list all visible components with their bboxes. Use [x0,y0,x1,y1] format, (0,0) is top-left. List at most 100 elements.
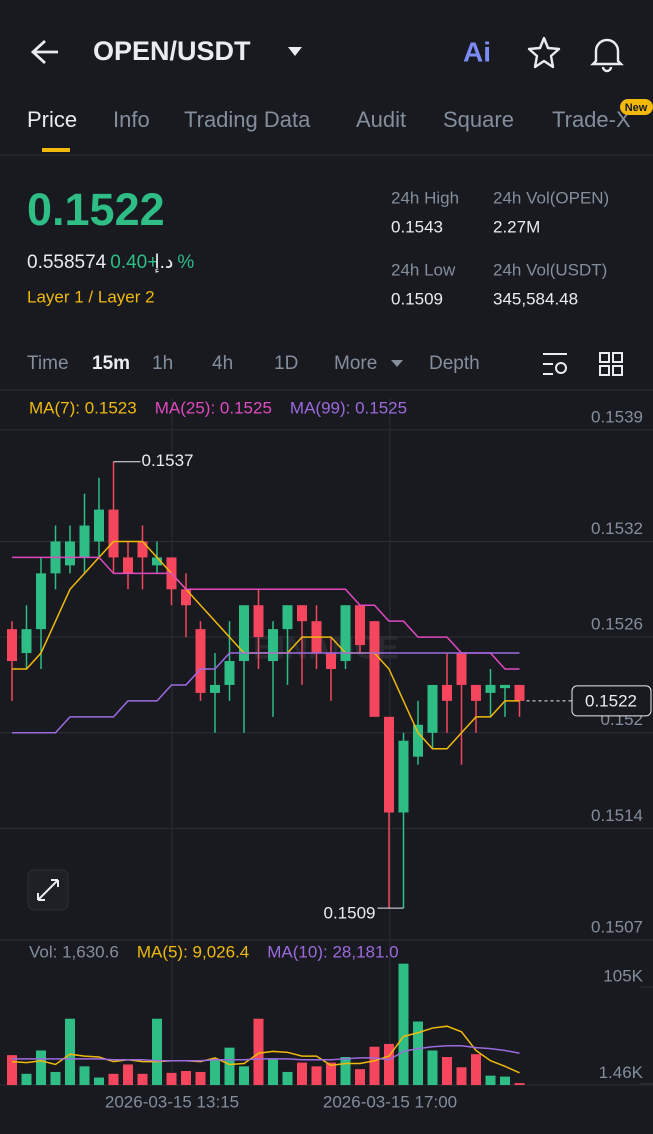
back-button[interactable] [30,39,58,65]
candle-body [282,605,293,630]
volume-bar [311,1066,322,1085]
volume-ma-legend: MA(5): 9,026.4 [137,942,249,961]
candle-body [413,724,423,757]
tab[interactable]: Trading Data [184,107,311,132]
volume-bar [123,1064,133,1085]
candle-body [427,684,438,733]
volume-bar [268,1058,278,1085]
candle-body [210,684,220,693]
volume-ma-legend: MA(10): 28,181.0 [267,942,398,961]
candle-body [297,605,307,622]
candle-body [224,661,235,685]
stat-value: 0.1543 [391,217,443,236]
ma-legend: MA(99): 0.1525 [290,398,407,417]
volume-bar [500,1076,510,1085]
interval[interactable]: 1D [274,353,298,374]
favorite-button[interactable] [527,36,561,69]
volume-bar [514,1083,525,1085]
low-label: 0.1509 [324,904,376,923]
volume-bar [369,1046,380,1085]
tab[interactable]: Trade-X [552,107,631,132]
volume-bar [355,1069,365,1085]
tab[interactable]: Square [443,107,514,132]
volume-bar [471,1054,481,1085]
candle-body [108,509,119,558]
candle-body [94,509,104,542]
candle-body [442,684,452,701]
fiat-price: 0.558574د.إ+0.40% [27,252,194,274]
interval[interactable]: 4h [212,353,233,374]
candle-body [79,525,90,558]
last-price-label: 0.1522 [585,691,637,710]
volume-bar [210,1058,220,1085]
alert-button[interactable] [590,38,624,73]
volume-bar [253,1018,264,1085]
volume-bar [195,1071,206,1085]
interval[interactable]: Depth [429,353,480,374]
tab[interactable]: Price [27,107,77,132]
volume-bar [384,1043,394,1085]
more-dropdown[interactable] [391,360,403,367]
candle-body [123,557,133,574]
tab[interactable]: Audit [356,107,406,132]
y-tick-label: 0.1507 [591,917,643,936]
volume-bar [94,1077,104,1085]
volume-bar [181,1071,191,1085]
candle-body [485,684,496,693]
candle-body [398,740,409,813]
candle-body [355,605,365,646]
tab[interactable]: Info [113,107,150,132]
volume-bar [21,1073,32,1085]
candle-body [471,684,481,701]
x-tick-label: 2026-03-15 17:00 [323,1092,457,1111]
y-tick-label: 0.1539 [591,407,643,426]
interval[interactable]: Time [27,353,69,374]
volume-bar [427,1050,438,1085]
volume-legend: Vol: 1,630.6 [29,942,119,961]
candle-body [253,605,264,638]
volume-bar [79,1066,90,1085]
layout-toggle[interactable] [599,352,623,376]
ma-line [12,556,520,670]
y-tick-label: 0.1532 [591,519,643,538]
candle-body [137,541,148,558]
volume-bar [36,1050,46,1085]
ma-legend: MA(25): 0.1525 [155,398,272,417]
ma-line [12,652,520,734]
volume-bar [485,1075,496,1085]
volume-bar [442,1057,452,1085]
candle-body [268,629,278,662]
sector-tag[interactable]: Layer 1 / Layer 2 [27,287,155,306]
volume-tick-label: 105K [603,966,643,985]
stat-value: 345,584.48 [493,289,578,308]
x-tick-label: 2026-03-15 13:15 [105,1092,239,1111]
candle-body [7,629,17,662]
indicator-settings[interactable] [543,353,567,375]
candle-body [195,629,206,693]
new-badge-text: New [625,102,648,114]
last-price-box [571,685,652,717]
stat-value: 0.1509 [391,289,443,308]
candle-body [369,621,380,717]
stat-label: 24h High [391,188,459,207]
interval[interactable]: More [334,353,377,374]
ai-button[interactable]: Ai [463,36,491,67]
volume-bar [152,1018,162,1085]
volume-ma-line [12,1045,520,1062]
volume-bar [398,963,409,1085]
volume-bar [224,1047,235,1085]
interval[interactable]: 15m [92,353,130,374]
last-price: 0.1522 [27,184,165,235]
interval[interactable]: 1h [152,353,173,374]
candle-body [21,629,32,654]
volume-bar [137,1073,148,1085]
volume-bar [7,1055,17,1085]
high-label: 0.1537 [142,451,194,470]
candle-body [500,684,510,689]
pair-title[interactable]: OPEN/USDT [93,36,251,66]
pair-dropdown[interactable] [288,47,302,56]
tab-indicator [42,148,70,152]
ma-legend: MA(7): 0.1523 [29,398,137,417]
volume-bar [413,1021,423,1085]
